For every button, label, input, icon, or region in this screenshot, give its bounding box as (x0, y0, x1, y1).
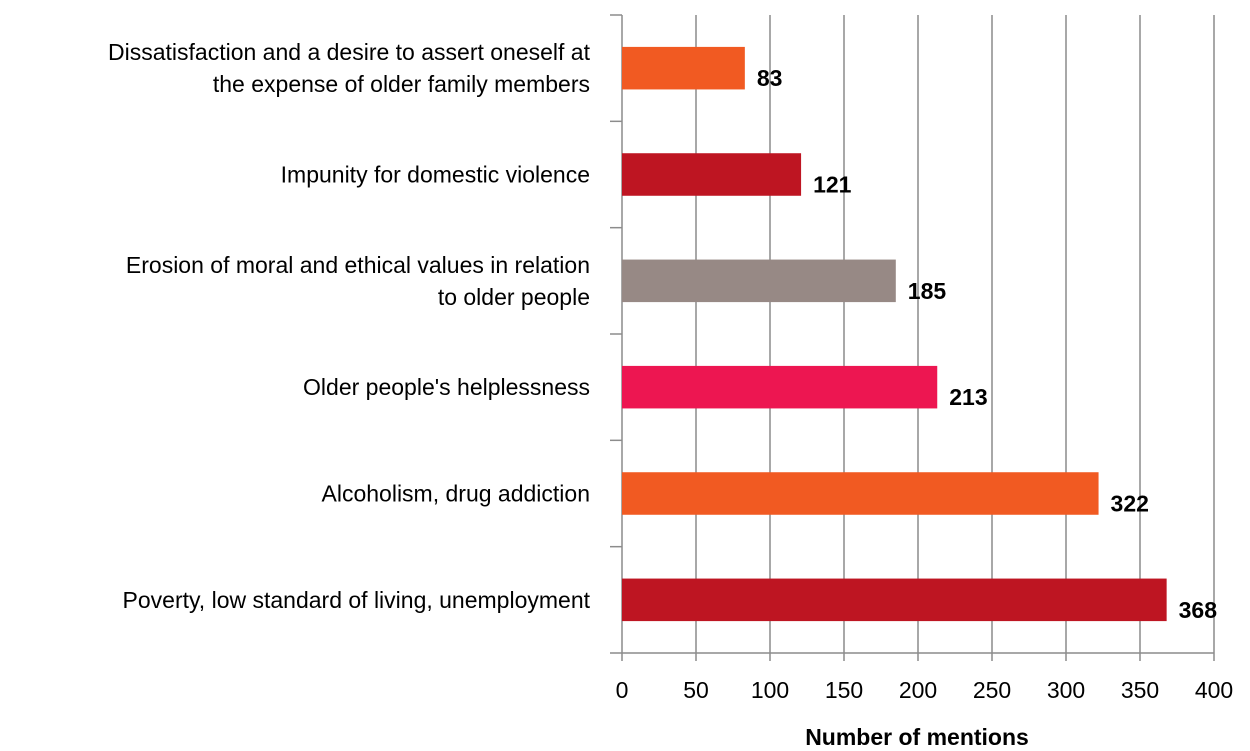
category-label-line: Older people's helplessness (303, 374, 590, 400)
category-label: Erosion of moral and ethical values in r… (126, 252, 590, 310)
data-label: 213 (949, 384, 987, 410)
axes (610, 14, 1214, 661)
category-label: Impunity for domestic violence (281, 162, 590, 188)
x-tick-label: 200 (899, 677, 937, 703)
x-tick-label: 400 (1195, 677, 1233, 703)
x-axis-title: Number of mentions (805, 724, 1029, 750)
bars (622, 46, 1167, 622)
data-label: 121 (813, 172, 852, 198)
bar (622, 578, 1167, 622)
x-tick-label: 350 (1121, 677, 1159, 703)
category-label-line: to older people (438, 284, 590, 310)
bar (622, 472, 1099, 515)
category-label-line: Alcoholism, drug addiction (322, 481, 590, 507)
data-label: 322 (1111, 491, 1149, 517)
x-tick-label: 100 (751, 677, 789, 703)
category-label: Dissatisfaction and a desire to assert o… (108, 39, 591, 97)
bar (622, 365, 938, 409)
gridlines (695, 15, 1215, 661)
x-tick-label: 0 (616, 677, 629, 703)
category-label-line: Poverty, low standard of living, unemplo… (123, 587, 591, 613)
bar (622, 259, 896, 303)
x-tick-label: 250 (973, 677, 1011, 703)
bar (622, 153, 802, 196)
x-tick-label: 50 (683, 677, 709, 703)
category-label: Older people's helplessness (303, 374, 590, 400)
data-label: 368 (1179, 597, 1218, 623)
category-label-line: Erosion of moral and ethical values in r… (126, 252, 590, 278)
category-label-line: Impunity for domestic violence (281, 162, 590, 188)
labels: 0 50 100 150 200 250 300 350 400 83 Dissatisfactio… (108, 39, 1233, 703)
category-label-line: the expense of older family members (213, 71, 590, 97)
category-label: Alcoholism, drug addiction (322, 481, 590, 507)
x-tick-label: 300 (1047, 677, 1085, 703)
x-tick-label: 150 (825, 677, 863, 703)
data-label: 83 (757, 65, 783, 91)
bar (622, 46, 745, 90)
category-label: Poverty, low standard of living, unemplo… (123, 587, 591, 613)
data-label: 185 (908, 278, 947, 304)
category-label-line: Dissatisfaction and a desire to assert o… (108, 39, 591, 65)
